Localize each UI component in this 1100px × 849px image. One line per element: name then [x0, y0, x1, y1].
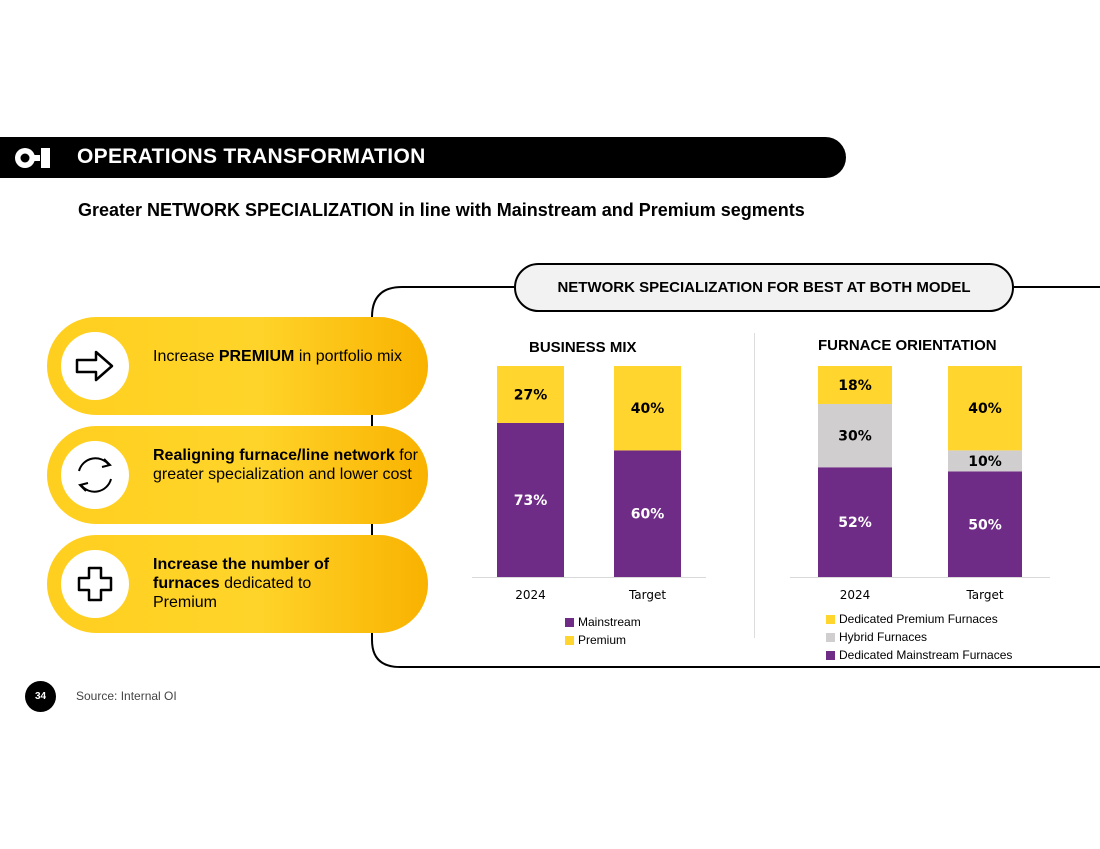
plus-cross-icon [77, 566, 113, 602]
x-tick-label: Target [628, 588, 666, 602]
refresh-cycle-icon [78, 457, 112, 493]
legend-item: Mainstream [565, 613, 641, 631]
legend-furnace-orientation: Dedicated Premium Furnaces Hybrid Furnac… [826, 610, 1012, 664]
data-label: 40% [968, 401, 1002, 417]
x-tick-label: 2024 [840, 588, 871, 602]
subtitle: Greater NETWORK SPECIALIZATION in line w… [78, 200, 805, 221]
company-logo-icon [15, 148, 50, 168]
page-title: OPERATIONS TRANSFORMATION [77, 145, 426, 168]
x-tick-label: Target [965, 588, 1003, 602]
pillar-text-bold: Increase the number of furnaces [153, 556, 330, 592]
x-tick-label: 2024 [515, 588, 546, 602]
bar-segment [948, 471, 1022, 577]
data-label: 60% [631, 507, 665, 523]
legend-item: Premium [565, 631, 641, 649]
legend-swatch-hybrid [826, 632, 835, 642]
pillar-text: Realigning furnace/line network for grea… [153, 446, 423, 484]
pillar-text-after: for greater specialization and lower cos… [153, 447, 418, 483]
pillar-text-after: in portfolio mix [294, 348, 402, 365]
legend-label: Dedicated Premium Furnaces [839, 612, 998, 626]
pillar-icon-badge [61, 441, 129, 509]
legend-label: Hybrid Furnaces [839, 630, 928, 644]
pillar-text-bold: PREMIUM [218, 348, 295, 365]
legend-item: Hybrid Furnaces [826, 628, 1012, 646]
pillar-furnaces: Increase the number of furnaces dedicate… [47, 535, 428, 633]
pillar-text-after: dedicated to Premium [153, 575, 312, 611]
legend-swatch-premium [826, 614, 835, 624]
legend-label: Dedicated Mainstream Furnaces [839, 648, 1013, 662]
pillar-network: Realigning furnace/line network for grea… [47, 426, 428, 524]
panel-title: NETWORK SPECIALIZATION FOR BEST AT BOTH … [514, 263, 1014, 312]
legend-swatch-premium [565, 635, 574, 645]
data-label: 73% [514, 493, 548, 509]
bar-segment [614, 450, 681, 577]
bar-segment [818, 467, 892, 577]
legend-item: Dedicated Premium Furnaces [826, 610, 1012, 628]
header-banner: OPERATIONS TRANSFORMATION [0, 137, 846, 178]
bar-segment [948, 450, 1022, 472]
bar-segment [614, 366, 681, 451]
pillar-icon-badge [61, 332, 129, 400]
pillar-premium: Increase PREMIUM in portfolio mix [47, 317, 428, 415]
data-label: 18% [838, 378, 872, 394]
pillar-text: Increase PREMIUM in portfolio mix [153, 347, 413, 366]
pillar-text-bold: Realigning furnace/line network [153, 447, 395, 464]
bar-segment [818, 366, 892, 404]
legend-item: Dedicated Mainstream Furnaces [826, 646, 1012, 664]
pillar-text-before: Increase [153, 348, 219, 365]
data-label: 52% [838, 515, 872, 531]
subtitle-suffix: in line with Mainstream and Premium segm… [393, 200, 805, 220]
bar-segment [948, 366, 1022, 451]
subtitle-prefix: Greater [78, 200, 148, 220]
page-number-badge: 34 [25, 681, 56, 712]
source-note: Source: Internal OI [76, 689, 177, 703]
subtitle-emphasis: NETWORK SPECIALIZATION [147, 200, 394, 220]
legend-label: Mainstream [578, 615, 641, 629]
arrow-right-icon [75, 350, 114, 382]
panel-title-text: NETWORK SPECIALIZATION FOR BEST AT BOTH … [557, 279, 971, 296]
pillar-text: Increase the number of furnaces dedicate… [153, 555, 343, 612]
bar-segment [497, 422, 564, 577]
legend-label: Premium [578, 633, 627, 647]
data-label: 10% [968, 454, 1002, 470]
bar-segment [497, 366, 564, 423]
data-label: 27% [514, 387, 548, 403]
data-label: 40% [631, 401, 665, 417]
legend-swatch-mainstream [565, 617, 574, 627]
data-label: 30% [838, 429, 872, 445]
chart-title-furnace-orientation: FURNACE ORIENTATION [818, 337, 997, 354]
bar-segment [818, 403, 892, 468]
data-label: 50% [968, 517, 1002, 533]
chart-divider [754, 333, 755, 638]
legend-swatch-mainstream [826, 650, 835, 660]
legend-business-mix: Mainstream Premium [565, 613, 641, 649]
chart-title-business-mix: BUSINESS MIX [529, 339, 637, 356]
pillar-icon-badge [61, 550, 129, 618]
